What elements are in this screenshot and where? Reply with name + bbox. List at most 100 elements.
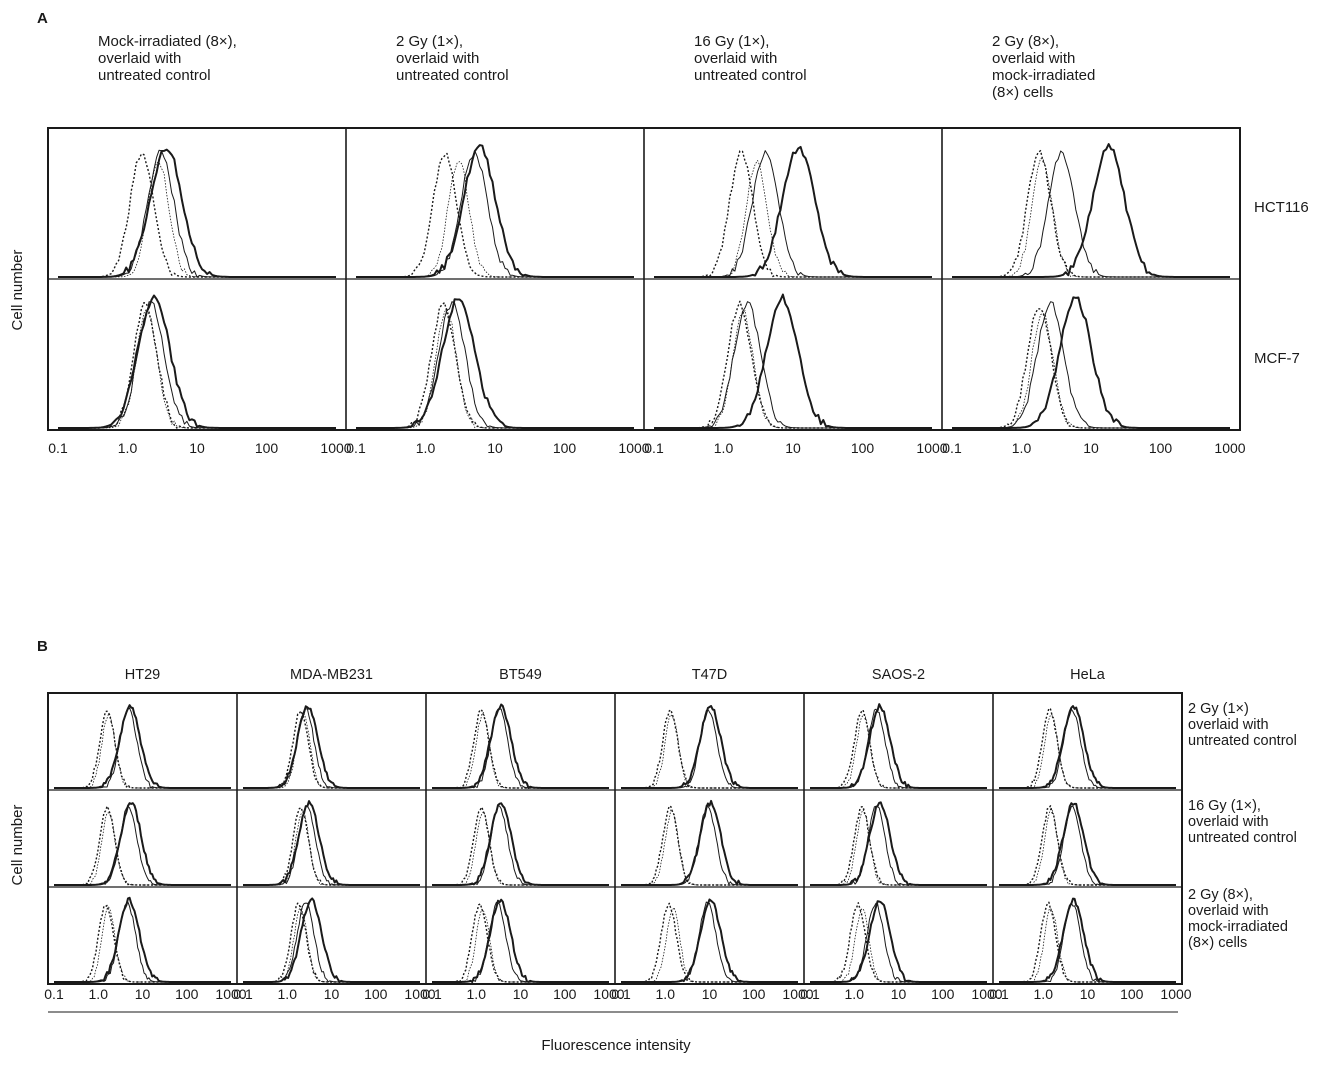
row-label: overlaid with: [1188, 717, 1269, 733]
histogram-curve: [58, 294, 336, 429]
histogram-curve: [243, 811, 420, 886]
x-tick-label: 1000: [215, 986, 246, 1002]
histogram-curve: [356, 298, 634, 429]
column-label: mock-irradiated: [992, 67, 1095, 84]
histogram-curve: [243, 708, 420, 789]
histogram-curve: [243, 712, 420, 789]
histogram-curve: [432, 908, 609, 983]
column-label: 2 Gy (8×),: [992, 33, 1059, 50]
histogram-curve: [654, 160, 932, 278]
x-tick-label: 1.0: [1012, 440, 1032, 456]
histogram-curve: [54, 906, 231, 983]
x-tick-label: 0.1: [800, 986, 820, 1002]
x-tick-label: 100: [175, 986, 199, 1002]
histogram-curve: [243, 705, 420, 789]
histogram-curve: [999, 902, 1176, 983]
column-label: overlaid with: [396, 50, 479, 67]
x-tick-label: 0.1: [346, 440, 366, 456]
x-tick-label: 100: [1120, 986, 1144, 1002]
histogram-curve: [621, 708, 798, 789]
x-tick-label: 10: [785, 440, 801, 456]
x-tick-label: 0.1: [422, 986, 442, 1002]
row-label: 2 Gy (1×): [1188, 701, 1249, 717]
histogram-curve: [952, 143, 1230, 278]
x-tick-label: 1000: [1160, 986, 1191, 1002]
histogram-curve: [356, 307, 634, 429]
column-label: SAOS-2: [872, 667, 925, 683]
histogram-curve: [654, 145, 932, 278]
row-label: untreated control: [1188, 733, 1297, 749]
row-label: HCT116: [1254, 199, 1309, 216]
x-tick-label: 100: [851, 440, 875, 456]
histogram-curve: [621, 898, 798, 983]
x-tick-label: 1.0: [845, 986, 865, 1002]
x-tick-label: 1000: [320, 440, 351, 456]
x-tick-label: 1.0: [89, 986, 109, 1002]
x-tick-label: 1.0: [278, 986, 298, 1002]
column-label: 2 Gy (1×),: [396, 33, 463, 50]
histogram-curve: [356, 161, 634, 278]
row-label: (8×) cells: [1188, 935, 1247, 951]
x-tick-label: 100: [742, 986, 766, 1002]
x-tick-label: 10: [891, 986, 907, 1002]
histogram-curve: [621, 805, 798, 886]
histogram-curve: [999, 805, 1176, 886]
histogram-curve: [621, 809, 798, 886]
x-tick-label: 1.0: [714, 440, 734, 456]
histogram-curve: [243, 805, 420, 886]
histogram-curve: [999, 707, 1176, 789]
x-tick-label: 0.1: [611, 986, 631, 1002]
histogram-curve: [58, 148, 336, 278]
x-tick-label: 1000: [1214, 440, 1245, 456]
column-label: untreated control: [98, 67, 211, 84]
histogram-curve: [621, 901, 798, 983]
histogram-curve: [810, 806, 987, 886]
row-label: overlaid with: [1188, 903, 1269, 919]
histogram-curve: [654, 150, 932, 278]
x-tick-label: 10: [487, 440, 503, 456]
x-tick-label: 0.1: [644, 440, 664, 456]
x-tick-label: 100: [553, 986, 577, 1002]
x-tick-label: 1000: [971, 986, 1002, 1002]
x-tick-label: 10: [324, 986, 340, 1002]
histogram-curve: [952, 296, 1230, 429]
histogram-curve: [952, 158, 1230, 278]
x-tick-label: 10: [1083, 440, 1099, 456]
histogram-curve: [621, 714, 798, 789]
column-label: BT549: [499, 667, 542, 683]
x-tick-label: 100: [553, 440, 577, 456]
histogram-curve: [654, 293, 932, 429]
histogram-curve: [432, 898, 609, 983]
histogram-curve: [810, 900, 987, 983]
histogram-curve: [243, 897, 420, 983]
histogram-curve: [621, 705, 798, 789]
column-label: HeLa: [1070, 667, 1106, 683]
x-tick-label: 0.1: [989, 986, 1009, 1002]
x-tick-label: 1.0: [467, 986, 487, 1002]
x-tick-label: 0.1: [942, 440, 962, 456]
x-tick-label: 100: [1149, 440, 1173, 456]
histogram-curve: [432, 802, 609, 886]
x-tick-label: 100: [931, 986, 955, 1002]
histogram-curve: [54, 812, 231, 886]
x-tick-label: 100: [364, 986, 388, 1002]
histogram-curve: [356, 150, 634, 278]
column-label: overlaid with: [98, 50, 181, 67]
column-label: HT29: [125, 667, 160, 683]
histogram-curve: [999, 708, 1176, 789]
histogram-curve: [952, 150, 1230, 278]
panel-a-ylabel: Cell number: [9, 250, 26, 331]
histogram-curve: [621, 709, 798, 789]
panel-b-label: B: [37, 638, 48, 655]
histogram-curve: [432, 811, 609, 886]
x-tick-label: 1000: [618, 440, 649, 456]
histogram-curve: [999, 808, 1176, 886]
histogram-curve: [810, 902, 987, 983]
column-label: untreated control: [694, 67, 807, 84]
histogram-curve: [810, 908, 987, 983]
x-tick-label: 10: [135, 986, 151, 1002]
row-label: MCF-7: [1254, 350, 1300, 367]
row-label: untreated control: [1188, 830, 1297, 846]
histogram-curve: [621, 804, 798, 886]
